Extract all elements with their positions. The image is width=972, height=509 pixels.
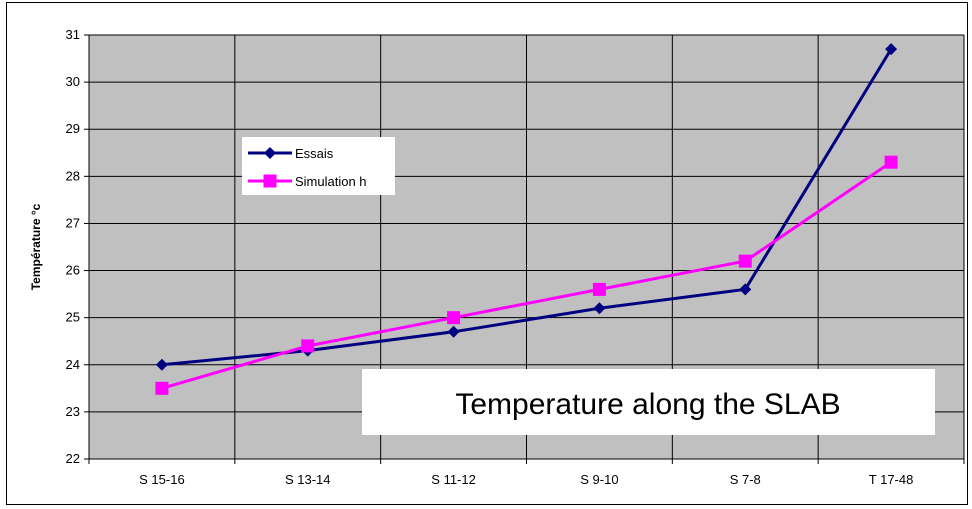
- y-tick-label: 28: [66, 168, 80, 183]
- legend-label: Essais: [295, 146, 334, 161]
- data-point: [447, 311, 461, 325]
- y-tick-label: 31: [66, 27, 80, 42]
- y-tick-label: 23: [66, 404, 80, 419]
- series-line: [161, 160, 892, 390]
- legend-item: Simulation h: [248, 174, 367, 189]
- data-point: [739, 283, 752, 296]
- y-tick-labels: 22 23 24 25 26 27 28 29 30 31: [66, 27, 80, 466]
- y-axis-label: Température °c: [29, 203, 43, 290]
- x-tick-label: S 7-8: [730, 472, 761, 487]
- series-simulation-h: [155, 155, 898, 395]
- y-tick-label: 22: [66, 451, 80, 466]
- y-tick-label: 24: [66, 357, 80, 372]
- x-tick-label: S 9-10: [580, 472, 618, 487]
- y-tick-label: 30: [66, 74, 80, 89]
- data-point: [738, 254, 752, 268]
- line-chart: 22 23 24 25 26 27 28 29 30 31 S 15-16 S 13-14 S 11-…: [29, 27, 965, 487]
- data-point: [884, 155, 898, 169]
- y-tick-label: 29: [66, 121, 80, 136]
- data-point: [155, 358, 168, 371]
- data-point: [593, 302, 606, 315]
- y-tick-label: 26: [66, 263, 80, 278]
- annotation-box: Temperature along the SLAB: [362, 369, 935, 435]
- data-point: [447, 325, 460, 338]
- x-tick-labels: S 15-16 S 13-14 S 11-12 S 9-10 S 7-8 T 17-48: [139, 472, 913, 487]
- x-tick-label: T 17-48: [869, 472, 914, 487]
- annotation-text: Temperature along the SLAB: [455, 388, 840, 421]
- annotation-background: [362, 369, 935, 435]
- axes: [84, 34, 965, 464]
- legend: Essais Simulation h: [242, 137, 395, 195]
- data-point: [301, 339, 315, 353]
- data-point: [155, 381, 169, 395]
- legend-item: Essais: [248, 146, 334, 161]
- legend-marker: [264, 147, 276, 159]
- legend-marker: [263, 174, 277, 188]
- data-point: [885, 43, 898, 56]
- legend-label: Simulation h: [295, 174, 367, 189]
- data-point: [592, 282, 606, 296]
- chart-frame: 22 23 24 25 26 27 28 29 30 31 S 15-16 S 13-14 S 11-…: [6, 2, 968, 505]
- x-tick-label: S 15-16: [139, 472, 185, 487]
- y-tick-label: 27: [66, 215, 80, 230]
- y-tick-label: 25: [66, 310, 80, 325]
- x-tick-label: S 11-12: [431, 472, 476, 487]
- x-tick-label: S 13-14: [285, 472, 331, 487]
- series: [155, 43, 898, 395]
